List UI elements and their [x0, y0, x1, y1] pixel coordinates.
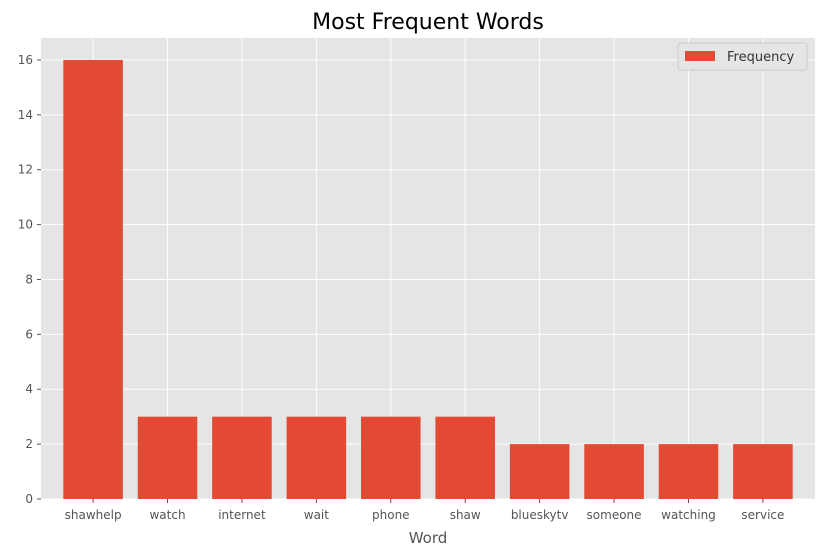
bar-internet	[212, 416, 272, 499]
legend: Frequency	[677, 42, 808, 71]
y-tick-label: 12	[18, 163, 33, 177]
x-tick-label: internet	[218, 508, 266, 522]
x-axis-ticks: shawhelp watch internet wait phone shaw bluesk…	[65, 499, 784, 522]
bar-wait	[286, 416, 347, 499]
x-tick-label: service	[741, 508, 784, 522]
bar-shawhelp	[63, 59, 123, 499]
bar-someone	[584, 444, 644, 499]
x-tick-label: someone	[587, 508, 642, 522]
legend-box	[677, 42, 808, 71]
x-tick-label: watch	[149, 508, 185, 522]
chart-title: Most Frequent Words	[312, 10, 544, 35]
y-tick-label: 14	[18, 108, 33, 122]
x-tick-label: wait	[304, 508, 330, 522]
x-axis-label: Word	[409, 529, 448, 547]
x-tick-label: phone	[372, 508, 410, 522]
bar-service	[733, 444, 793, 499]
bar-blueskytv	[509, 444, 570, 499]
bar-watching	[658, 444, 719, 499]
bar-shaw	[435, 416, 495, 499]
y-tick-label: 2	[25, 437, 33, 451]
bar-watch	[137, 416, 198, 499]
bar-phone	[361, 416, 421, 499]
x-tick-label: shawhelp	[65, 508, 122, 522]
y-axis-ticks: 0 2 4 6 8 10 12 14 16	[18, 53, 41, 506]
y-tick-label: 0	[25, 492, 33, 506]
legend-label: Frequency	[727, 50, 794, 65]
y-tick-label: 6	[25, 327, 33, 341]
x-tick-label: blueskytv	[511, 508, 569, 522]
bars	[63, 59, 793, 499]
y-tick-label: 8	[25, 272, 33, 286]
legend-swatch	[685, 51, 715, 61]
y-tick-label: 4	[25, 382, 33, 396]
y-tick-label: 16	[18, 53, 33, 67]
x-tick-label: shaw	[450, 508, 481, 522]
y-tick-label: 10	[18, 218, 33, 232]
x-tick-label: watching	[661, 508, 716, 522]
